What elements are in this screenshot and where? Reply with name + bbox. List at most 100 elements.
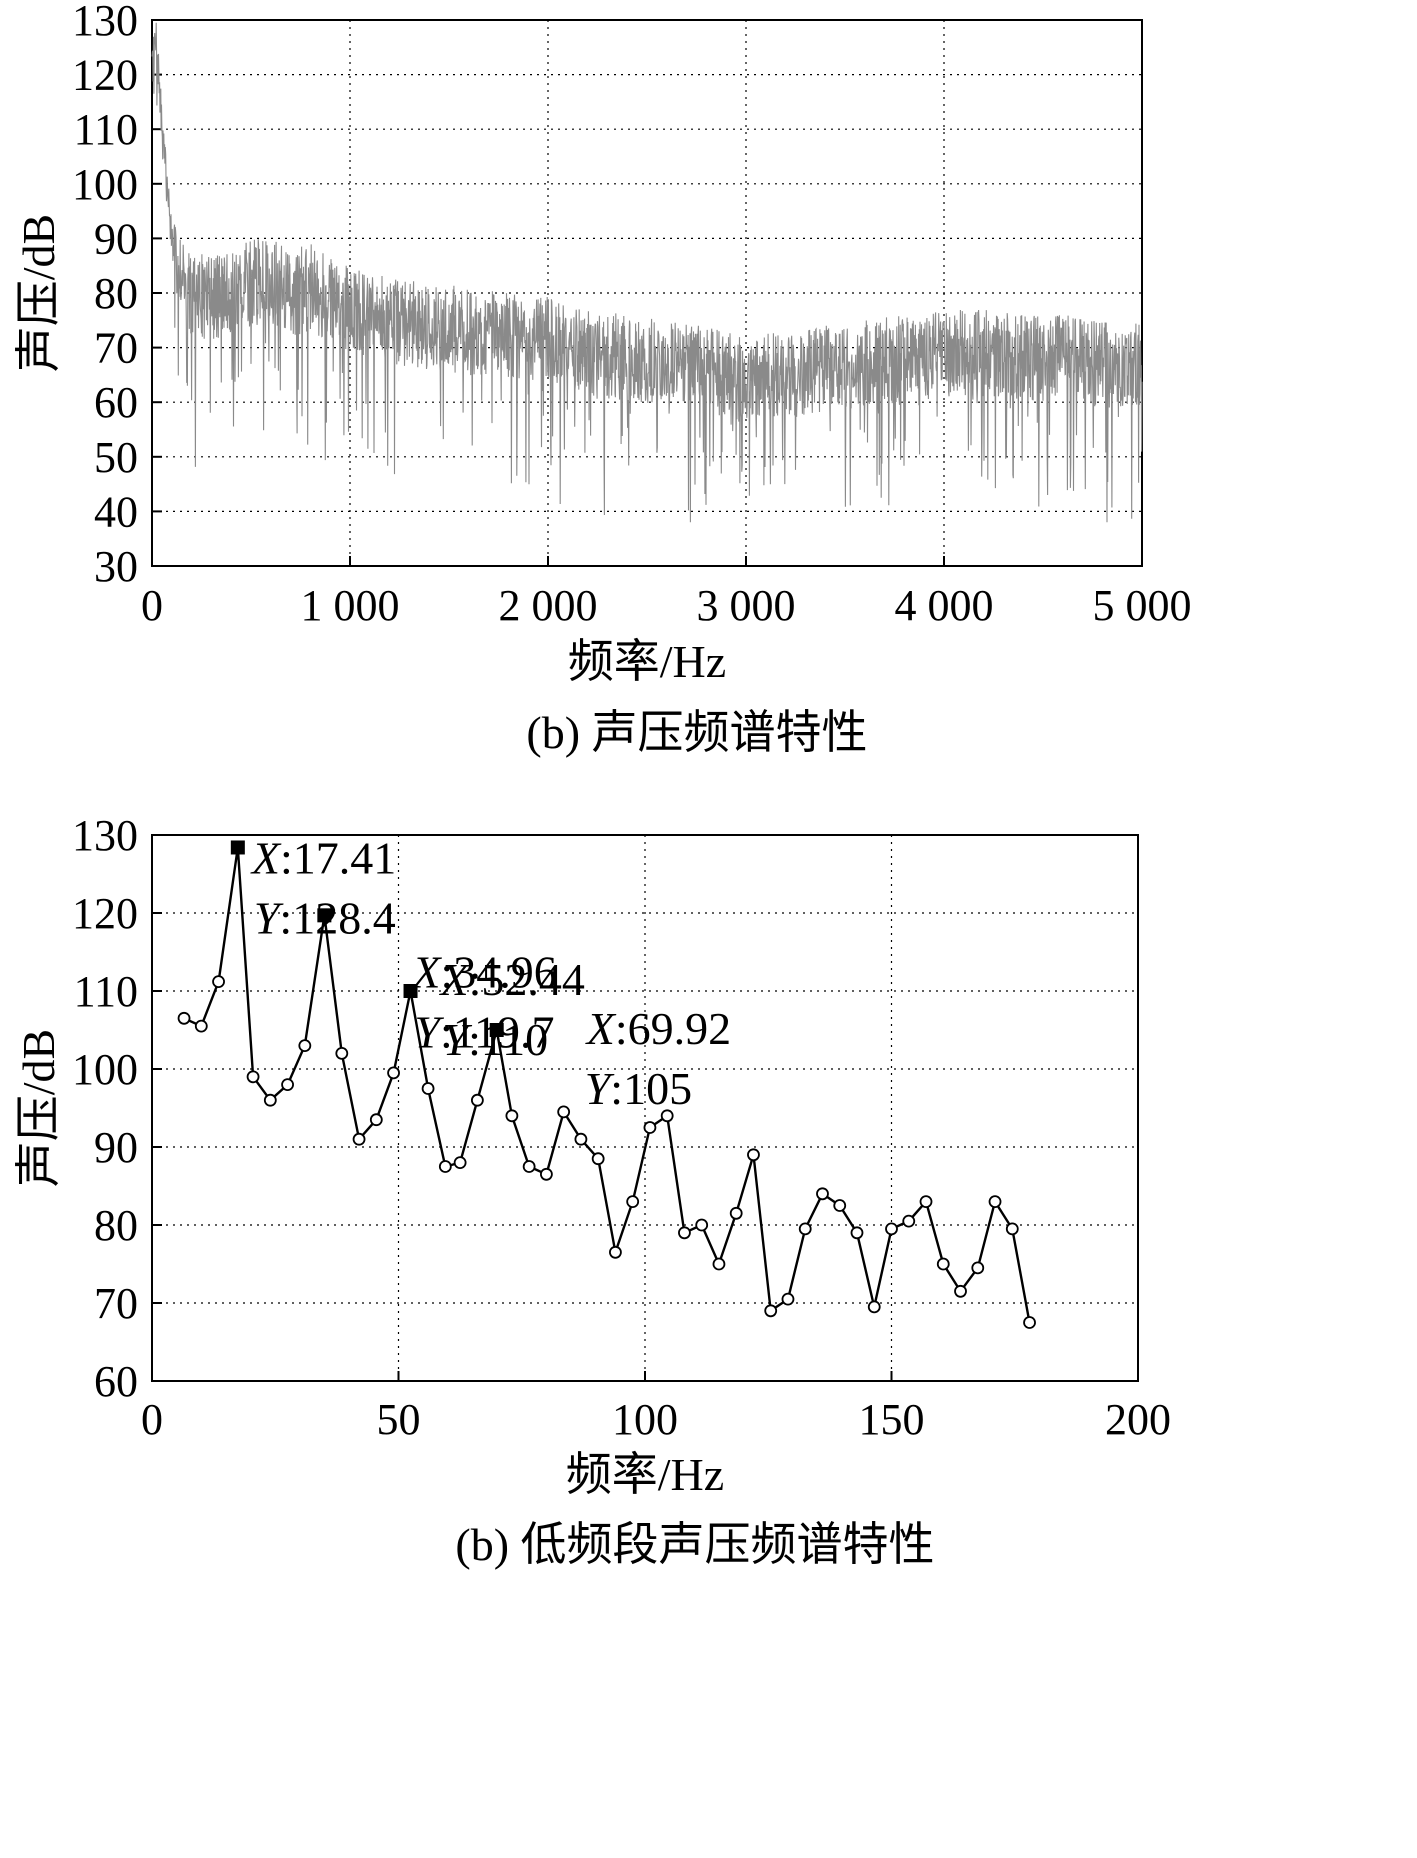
data-point — [712, 1257, 726, 1271]
data-point — [281, 1078, 294, 1091]
datatip-marker — [317, 908, 332, 923]
y-tick-label: 80 — [94, 269, 138, 318]
x-axis-label: 频率/Hz — [566, 1449, 724, 1500]
x-tick-label: 100 — [612, 1395, 678, 1444]
y-tick-label: 100 — [72, 1045, 138, 1094]
data-point — [747, 1148, 760, 1162]
y-tick-label: 120 — [72, 51, 138, 100]
data-point — [885, 1222, 898, 1236]
data-point — [574, 1132, 588, 1146]
y-tick-label: 50 — [94, 433, 138, 482]
data-point — [453, 1156, 467, 1169]
datatip-marker — [489, 1023, 504, 1037]
data-point — [695, 1218, 709, 1232]
data-point — [729, 1206, 743, 1220]
data-point — [954, 1284, 967, 1298]
data-point — [988, 1195, 1002, 1208]
x-tick-label: 5 000 — [1093, 581, 1192, 630]
data-point — [438, 1160, 452, 1173]
x-axis-label: 频率/Hz — [568, 636, 726, 687]
datatip-markers: X:17.41Y:128.4X:34.96Y:119.7X:52.44Y:110… — [230, 832, 731, 1114]
y-tick-label: 40 — [94, 487, 138, 536]
data-point — [263, 1093, 277, 1107]
spectrum-line — [151, 22, 1143, 523]
data-point — [1005, 1222, 1019, 1236]
data-point — [971, 1261, 985, 1275]
x-tick-label: 50 — [377, 1395, 421, 1444]
data-point — [678, 1226, 691, 1240]
datatip-marker — [230, 840, 245, 855]
data-point — [660, 1109, 674, 1123]
gridlines — [151, 834, 1139, 1382]
sound-pressure-spectrum-chart: 0 1 000 2 000 3 000 4 000 5 000 30 40 50 60 70 80 90… — [13, 0, 1191, 758]
data-point — [833, 1199, 847, 1212]
data-point — [816, 1187, 829, 1201]
y-axis-label: 声压/dB — [13, 214, 64, 372]
chart-caption: (b) 低频段声压频谱特性 — [455, 1519, 934, 1570]
spectrum-line — [183, 847, 1031, 1323]
data-point — [764, 1304, 778, 1318]
y-tick-label: 110 — [74, 967, 138, 1016]
x-tick-label: 0 — [141, 581, 163, 630]
datatip-marker — [403, 984, 418, 998]
data-point — [609, 1245, 622, 1259]
x-tick-label: 4 000 — [895, 581, 994, 630]
data-point — [505, 1109, 519, 1123]
y-tick-label: 90 — [94, 214, 138, 263]
data-point — [850, 1226, 864, 1240]
y-tick-label: 90 — [94, 1123, 138, 1172]
data-point — [902, 1214, 916, 1228]
y-tick-label: 110 — [74, 105, 138, 154]
data-point — [591, 1152, 605, 1166]
data-point — [212, 975, 225, 989]
series-line — [177, 847, 1036, 1329]
y-tick-label: 100 — [72, 160, 138, 209]
tick-labels: 0 1 000 2 000 3 000 4 000 5 000 30 40 50 60 70 80 90… — [72, 0, 1192, 630]
data-point — [298, 1039, 312, 1052]
data-point — [470, 1093, 484, 1107]
y-tick-label: 60 — [94, 1357, 138, 1406]
data-point — [867, 1300, 881, 1314]
data-point — [919, 1195, 933, 1208]
data-point — [626, 1195, 640, 1208]
y-tick-label: 30 — [94, 542, 138, 591]
x-tick-label: 3 000 — [697, 581, 796, 630]
data-point — [352, 1132, 366, 1146]
x-tick-label: 1 000 — [301, 581, 400, 630]
data-point — [335, 1047, 349, 1060]
data-point — [421, 1082, 435, 1095]
y-axis-label: 声压/dB — [13, 1029, 64, 1187]
y-tick-label: 130 — [72, 0, 138, 45]
y-tick-label: 80 — [94, 1201, 138, 1250]
data-point — [194, 1019, 208, 1033]
y-tick-label: 60 — [94, 378, 138, 427]
y-tick-label: 120 — [72, 889, 138, 938]
datatip-y-label: Y:110 — [443, 1014, 549, 1065]
y-tick-label: 70 — [94, 1279, 138, 1328]
y-tick-label: 70 — [94, 324, 138, 373]
x-tick-label: 150 — [859, 1395, 925, 1444]
series-line — [151, 22, 1143, 523]
datatip-x-label: X:69.92 — [585, 1003, 731, 1054]
data-point — [1023, 1316, 1036, 1329]
chart-caption: (b) 声压频谱特性 — [526, 707, 867, 758]
data-point — [643, 1121, 657, 1134]
datatip-x-label: X:17.41 — [250, 832, 396, 883]
y-tick-label: 130 — [72, 811, 138, 860]
x-tick-label: 200 — [1105, 1395, 1171, 1444]
data-point — [522, 1160, 536, 1173]
x-tick-label: 2 000 — [499, 581, 598, 630]
datatip-y-label: Y:105 — [585, 1063, 692, 1114]
data-point — [798, 1222, 812, 1236]
tick-labels: 0 50 100 150 200 60 70 80 90 100 110 120 130 — [72, 811, 1171, 1444]
gridlines — [151, 19, 1143, 567]
data-point — [540, 1167, 553, 1181]
x-tick-label: 0 — [141, 1395, 163, 1444]
low-frequency-spectrum-chart: 0 50 100 150 200 60 70 80 90 100 110 120 130 X:17.41… — [13, 811, 1171, 1570]
data-point — [387, 1066, 400, 1080]
data-point — [781, 1292, 795, 1306]
data-point — [369, 1113, 383, 1127]
datatip-x-label: X:52.44 — [439, 954, 585, 1005]
data-point — [246, 1070, 260, 1084]
